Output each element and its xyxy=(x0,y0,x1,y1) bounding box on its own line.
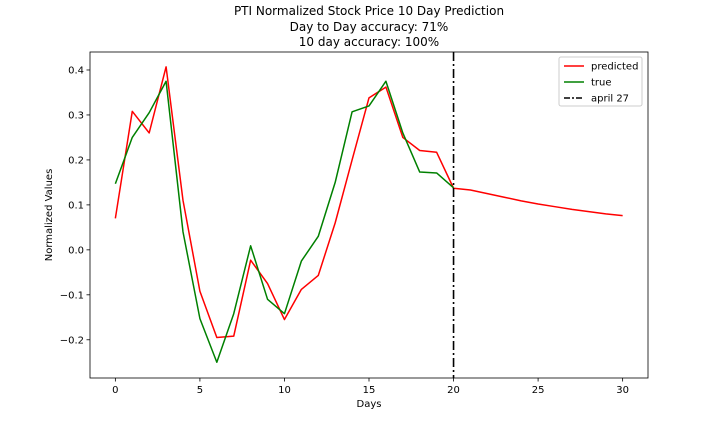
y-tick-label: 0.4 xyxy=(68,65,84,76)
series-true-point xyxy=(114,183,116,185)
series-true-point xyxy=(249,245,251,247)
series-true-point xyxy=(419,171,421,173)
legend-box xyxy=(558,56,643,107)
series-predicted-point xyxy=(233,335,235,337)
series-true-point xyxy=(300,260,302,262)
y-tick-label: 0.3 xyxy=(68,110,84,121)
chart-subtitle-line-2: 10 day accuracy: 100% xyxy=(298,35,440,49)
y-axis-label: Normalized Values xyxy=(44,169,55,262)
series-predicted-point xyxy=(571,208,573,210)
series-true-point xyxy=(199,317,201,319)
y-tick-label: −0.2 xyxy=(60,335,84,346)
series-predicted-point xyxy=(621,214,623,216)
series-predicted-point xyxy=(503,196,505,198)
y-tick-label: 0.1 xyxy=(68,200,84,211)
series-predicted-point xyxy=(419,149,421,151)
series-true-point xyxy=(182,231,184,233)
plot-lines xyxy=(114,52,623,378)
series-predicted-point xyxy=(435,151,437,153)
series-predicted-point xyxy=(537,203,539,205)
x-tick-label: 15 xyxy=(363,385,376,396)
legend: predicted true april 27 xyxy=(558,56,643,107)
series-predicted-point xyxy=(554,205,556,207)
series-predicted-point xyxy=(165,66,167,68)
series-predicted-point xyxy=(351,159,353,161)
series-predicted-point xyxy=(486,192,488,194)
chart-subtitle-line-1: Day to Day accuracy: 71% xyxy=(289,20,449,34)
series-true-point xyxy=(216,361,218,363)
series-predicted-point xyxy=(368,97,370,99)
y-tick-label: 0.2 xyxy=(68,155,84,166)
series-true-point xyxy=(283,313,285,315)
series-true-point xyxy=(368,105,370,107)
series-true-point xyxy=(165,80,167,82)
y-tick-label: −0.1 xyxy=(60,290,84,301)
series-true-point xyxy=(385,80,387,82)
series-predicted-line xyxy=(114,66,623,339)
series-true-point xyxy=(148,112,150,114)
series-predicted-point xyxy=(114,217,116,219)
series-predicted-point xyxy=(131,110,133,112)
legend-label-true: true xyxy=(591,78,612,89)
x-tick-label: 0 xyxy=(112,385,118,396)
legend-label-predicted: predicted xyxy=(591,62,638,73)
series-predicted-point xyxy=(199,290,201,292)
x-tick-label: 25 xyxy=(532,385,545,396)
series-predicted-point xyxy=(148,132,150,134)
series-true-point xyxy=(233,313,235,315)
series-predicted-point xyxy=(385,86,387,88)
chart-title: PTI Normalized Stock Price 10 Day Predic… xyxy=(233,4,505,18)
series-predicted-point xyxy=(605,213,607,215)
series-true-point xyxy=(435,172,437,174)
series-predicted-point xyxy=(469,189,471,191)
y-tick-label: 0.0 xyxy=(68,245,84,256)
series-true-point xyxy=(334,181,336,183)
series-true-point xyxy=(266,298,268,300)
x-tick-label: 20 xyxy=(447,385,460,396)
x-axis-label: Days xyxy=(357,399,382,410)
series-predicted-point xyxy=(216,336,218,338)
series-predicted-point xyxy=(283,318,285,320)
series-true-point xyxy=(351,111,353,113)
series-predicted-point xyxy=(588,210,590,212)
series-true-point xyxy=(402,132,404,134)
x-tick-label: 10 xyxy=(278,385,291,396)
series-true-line xyxy=(114,80,455,364)
legend-label-april-27: april 27 xyxy=(591,94,629,105)
series-predicted-point xyxy=(266,282,268,284)
ticks: 0 5 10 15 20 25 30 −0.2 −0.1 0.0 0.1 0.2 0.3 0.4 xyxy=(60,65,629,396)
series-predicted-point xyxy=(249,259,251,261)
x-tick-label: 5 xyxy=(197,385,203,396)
series-true-point xyxy=(131,136,133,138)
series-predicted-point xyxy=(182,199,184,201)
series-predicted-point xyxy=(520,200,522,202)
series-predicted-point xyxy=(300,288,302,290)
series-true-point xyxy=(317,235,319,237)
series-predicted-point xyxy=(334,222,336,224)
x-tick-label: 30 xyxy=(616,385,629,396)
series-predicted-point xyxy=(317,274,319,276)
